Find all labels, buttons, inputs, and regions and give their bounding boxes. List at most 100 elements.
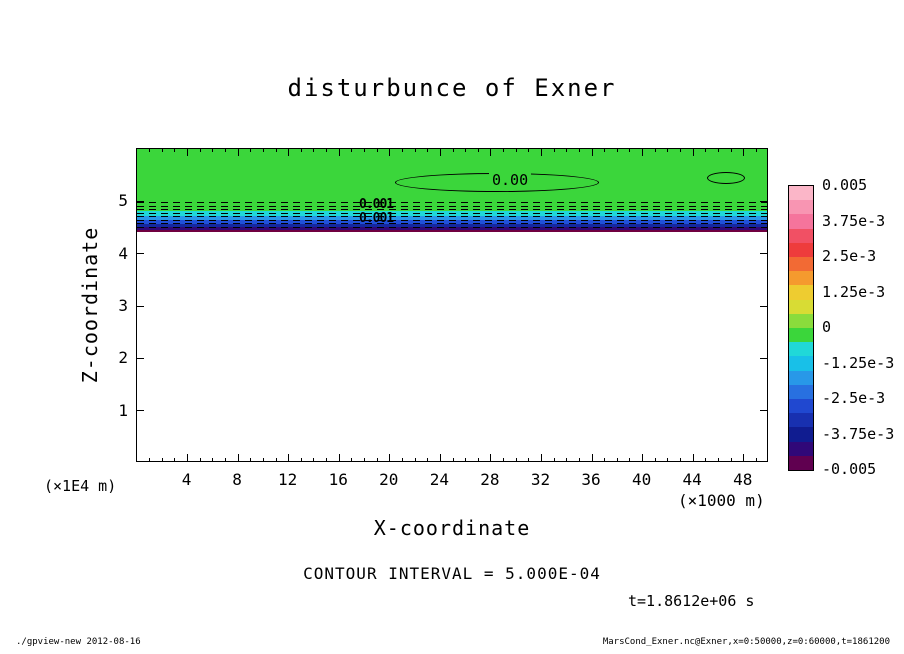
y-axis-title: Z-coordinate	[78, 226, 102, 384]
colorbar-label: 3.75e-3	[822, 211, 886, 230]
dashed-contour-line	[137, 223, 767, 224]
zero-contour-ellipse-small	[707, 172, 745, 184]
colorbar-label: 0	[822, 318, 832, 336]
time-caption: t=1.8612e+06 s	[628, 592, 755, 610]
x-tick-mark	[755, 458, 757, 461]
x-tick-mark	[351, 458, 353, 461]
x-tick-mark	[313, 458, 315, 461]
x-tick-label: 20	[379, 470, 399, 489]
dashed-contour-line	[137, 209, 767, 210]
colorbar	[788, 185, 814, 471]
colorbar-cell	[789, 427, 813, 442]
x-tick-mark	[730, 458, 732, 461]
tone-band-layer	[137, 224, 767, 227]
x-tick-mark	[401, 149, 403, 152]
x-tick-mark	[439, 149, 441, 156]
y-tick-label: 2	[118, 348, 128, 368]
x-tick-mark	[680, 458, 682, 461]
x-tick-mark	[161, 458, 163, 461]
plot-area: 0.00 0.001 0.001	[136, 148, 768, 462]
x-tick-label: 28	[480, 470, 500, 489]
x-tick-mark	[326, 149, 328, 152]
x-tick-mark	[389, 454, 391, 461]
contour-interval-caption: CONTOUR INTERVAL = 5.000E-04	[303, 564, 601, 583]
colorbar-cell	[789, 455, 813, 471]
y-tick-mark	[760, 410, 767, 412]
tone-band-layer	[137, 229, 767, 232]
x-tick-mark	[743, 149, 745, 156]
x-tick-mark	[477, 149, 479, 152]
x-tick-mark	[224, 149, 226, 152]
colorbar-label: 1.25e-3	[822, 282, 886, 301]
x-tick-label: 32	[530, 470, 551, 489]
x-tick-mark	[401, 458, 403, 461]
x-tick-label: 4	[181, 470, 192, 489]
x-tick-label: 24	[429, 470, 449, 489]
x-tick-mark	[540, 149, 542, 156]
x-tick-mark	[591, 149, 593, 156]
dashed-contour-line	[137, 219, 767, 221]
x-tick-mark	[515, 458, 517, 461]
x-tick-label: 44	[682, 470, 702, 489]
x-tick-mark	[540, 454, 542, 461]
x-tick-mark	[667, 458, 669, 461]
x-tick-mark	[553, 458, 555, 461]
x-tick-mark	[465, 458, 467, 461]
colorbar-cell	[789, 228, 813, 243]
x-tick-mark	[528, 458, 530, 461]
x-tick-mark	[149, 458, 151, 461]
x-tick-mark	[288, 149, 290, 156]
x-tick-mark	[566, 458, 568, 461]
x-tick-mark	[414, 149, 416, 152]
x-tick-mark	[389, 149, 391, 156]
x-tick-mark	[654, 458, 656, 461]
x-tick-mark	[237, 454, 239, 461]
x-tick-mark	[149, 149, 151, 152]
footer-command-text: ./gpview-new 2012-08-16	[16, 637, 141, 647]
x-axis-title: X-coordinate	[373, 516, 531, 540]
x-tick-mark	[629, 149, 631, 152]
x-tick-mark	[174, 458, 176, 461]
x-tick-mark	[717, 458, 719, 461]
x-tick-mark	[755, 149, 757, 152]
dashed-contour-line	[137, 205, 767, 207]
x-tick-mark	[212, 149, 214, 152]
x-tick-mark	[326, 458, 328, 461]
x-tick-mark	[376, 458, 378, 461]
x-tick-mark	[503, 149, 505, 152]
x-tick-label: 12	[278, 470, 298, 489]
colorbar-label: 2.5e-3	[822, 247, 877, 265]
x-tick-mark	[262, 149, 264, 152]
dashed-contour-line	[137, 202, 767, 203]
tone-band-layer	[137, 220, 767, 224]
dashed-contour-line	[137, 226, 767, 228]
x-tick-mark	[452, 149, 454, 152]
colorbar-cell	[789, 370, 813, 385]
x-tick-mark	[591, 454, 593, 461]
colorbar-cell	[789, 328, 813, 343]
colorbar-cell	[789, 285, 813, 300]
x-tick-mark	[250, 458, 252, 461]
x-tick-mark	[490, 454, 492, 461]
x-tick-mark	[199, 458, 201, 461]
x-tick-mark	[528, 149, 530, 152]
colorbar-cell	[789, 299, 813, 314]
colorbar-cell	[789, 200, 813, 215]
x-tick-mark	[452, 458, 454, 461]
colorbar-label: -2.5e-3	[822, 389, 886, 407]
x-tick-mark	[578, 149, 580, 152]
x-tick-mark	[692, 454, 694, 461]
x-tick-mark	[717, 149, 719, 152]
y-tick-mark	[760, 305, 767, 307]
x-tick-mark	[604, 149, 606, 152]
colorbar-cell	[789, 356, 813, 371]
y-axis-unit: (×1E4 m)	[44, 477, 117, 495]
colorbar-label: -1.25e-3	[822, 353, 895, 372]
x-tick-mark	[161, 149, 163, 152]
y-tick-mark	[137, 305, 144, 307]
colorbar-cell	[789, 313, 813, 329]
x-tick-mark	[364, 458, 366, 461]
x-tick-mark	[616, 149, 618, 152]
x-tick-mark	[604, 458, 606, 461]
y-tick-label: 5	[118, 191, 128, 211]
